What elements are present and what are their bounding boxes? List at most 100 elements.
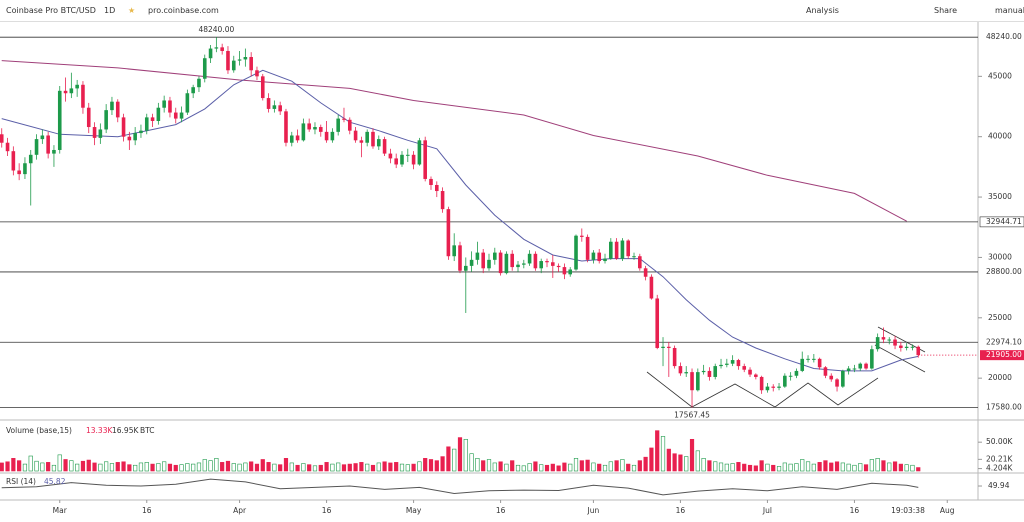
volume-bar — [805, 461, 811, 472]
share-button[interactable]: Share — [934, 6, 958, 15]
volume-bar — [63, 459, 68, 472]
volume-bar — [562, 462, 567, 472]
candle-body — [63, 90, 68, 94]
candle-body — [899, 345, 903, 348]
volume-bar — [330, 463, 335, 472]
candle-body — [34, 139, 39, 155]
volume-bar — [34, 460, 39, 472]
volume-bar — [713, 461, 718, 472]
x-tick-label: 16 — [142, 506, 152, 515]
last-price-box — [980, 350, 1024, 361]
volume-bar — [295, 464, 300, 472]
volume-bar — [92, 462, 97, 472]
candle-body — [40, 135, 45, 140]
volume-bar — [869, 459, 874, 472]
volume-bar — [243, 462, 248, 472]
y-tick-label: 20000 — [988, 373, 1012, 382]
candle-body — [649, 276, 654, 299]
candle-body — [585, 236, 590, 260]
candle-body — [353, 130, 358, 141]
level-box — [979, 216, 1024, 228]
volume-bar — [515, 464, 521, 472]
candle-body — [591, 252, 596, 260]
volume-bar — [417, 461, 422, 472]
symbol[interactable]: Coinbase Pro BTC/USD — [6, 6, 96, 15]
candle-body — [284, 111, 288, 143]
volume-tick-label: 4.204K — [986, 464, 1013, 473]
candle-body — [806, 358, 810, 360]
candle-body — [812, 358, 816, 360]
candle-body — [696, 372, 700, 391]
volume-bar — [556, 465, 561, 472]
volume-bar — [127, 464, 132, 472]
candle-body — [870, 349, 874, 369]
volume-bar — [492, 462, 497, 472]
volume-bar — [800, 459, 805, 472]
volume-bar — [5, 461, 10, 472]
y-tick-label: 30000 — [988, 252, 1012, 261]
volume-bar — [475, 458, 480, 472]
volume-bar — [544, 464, 550, 472]
x-tick-label: 16 — [496, 506, 506, 515]
x-tick-label: Aug — [940, 506, 955, 515]
volume-bar — [649, 447, 654, 472]
volume-bar — [858, 463, 863, 472]
volume-bar — [121, 461, 126, 472]
candle-body — [144, 117, 149, 131]
candle-body — [846, 368, 851, 371]
volume-bar — [521, 465, 526, 472]
volume-bar — [214, 458, 219, 472]
volume-title: Volume (base,15) — [6, 426, 72, 435]
last-price-label: 21905.00 — [986, 350, 1022, 359]
candle-body — [562, 267, 567, 275]
volume-bar — [318, 464, 323, 472]
volume-bar — [637, 460, 642, 472]
candle-body — [81, 84, 85, 108]
candle-body — [394, 158, 398, 165]
candle-body — [185, 93, 190, 113]
wedge-line — [874, 344, 926, 373]
level-label: 22974.10 — [986, 337, 1022, 346]
volume-bar — [904, 464, 909, 472]
volume-bar — [301, 463, 306, 472]
favorite[interactable]: ★ — [128, 6, 136, 15]
candle-body — [568, 269, 573, 275]
volume-bar — [440, 456, 445, 472]
volume-bar — [863, 464, 869, 472]
candle-body — [667, 346, 671, 348]
candle-body — [463, 265, 468, 271]
candle-body — [522, 263, 526, 265]
candle-body — [208, 48, 213, 59]
volume-bar — [399, 463, 405, 472]
volume-bar — [382, 461, 387, 472]
volume-bar — [486, 459, 492, 472]
x-tick-label: Apr — [233, 506, 247, 515]
candle-body — [817, 358, 822, 368]
volume-bar — [788, 463, 793, 472]
volume-bar — [794, 463, 799, 472]
y-tick-label: 35000 — [988, 192, 1012, 201]
source[interactable]: pro.coinbase.com — [148, 6, 219, 15]
level-label: 48240.00 — [986, 32, 1022, 41]
volume-bar — [469, 453, 474, 472]
mode[interactable]: manual — [995, 6, 1024, 15]
volume-bar — [144, 462, 149, 472]
volume-bar — [138, 462, 144, 472]
volume-bar — [568, 463, 573, 472]
volume-bar — [655, 430, 660, 472]
interval[interactable]: 1D — [104, 6, 116, 15]
candle-body — [730, 360, 735, 364]
candle-body — [150, 117, 155, 121]
candle-body — [405, 154, 410, 156]
candle-body — [690, 372, 694, 391]
candle-body — [139, 130, 143, 134]
indicator-line — [1, 60, 907, 222]
volume-bar — [162, 461, 167, 472]
analysis-button[interactable]: Analysis — [806, 6, 839, 15]
volume-bar — [411, 463, 416, 472]
candle-body — [260, 76, 265, 99]
volume-bar — [115, 462, 120, 472]
candle-body — [771, 386, 776, 388]
candle-body — [794, 370, 799, 376]
